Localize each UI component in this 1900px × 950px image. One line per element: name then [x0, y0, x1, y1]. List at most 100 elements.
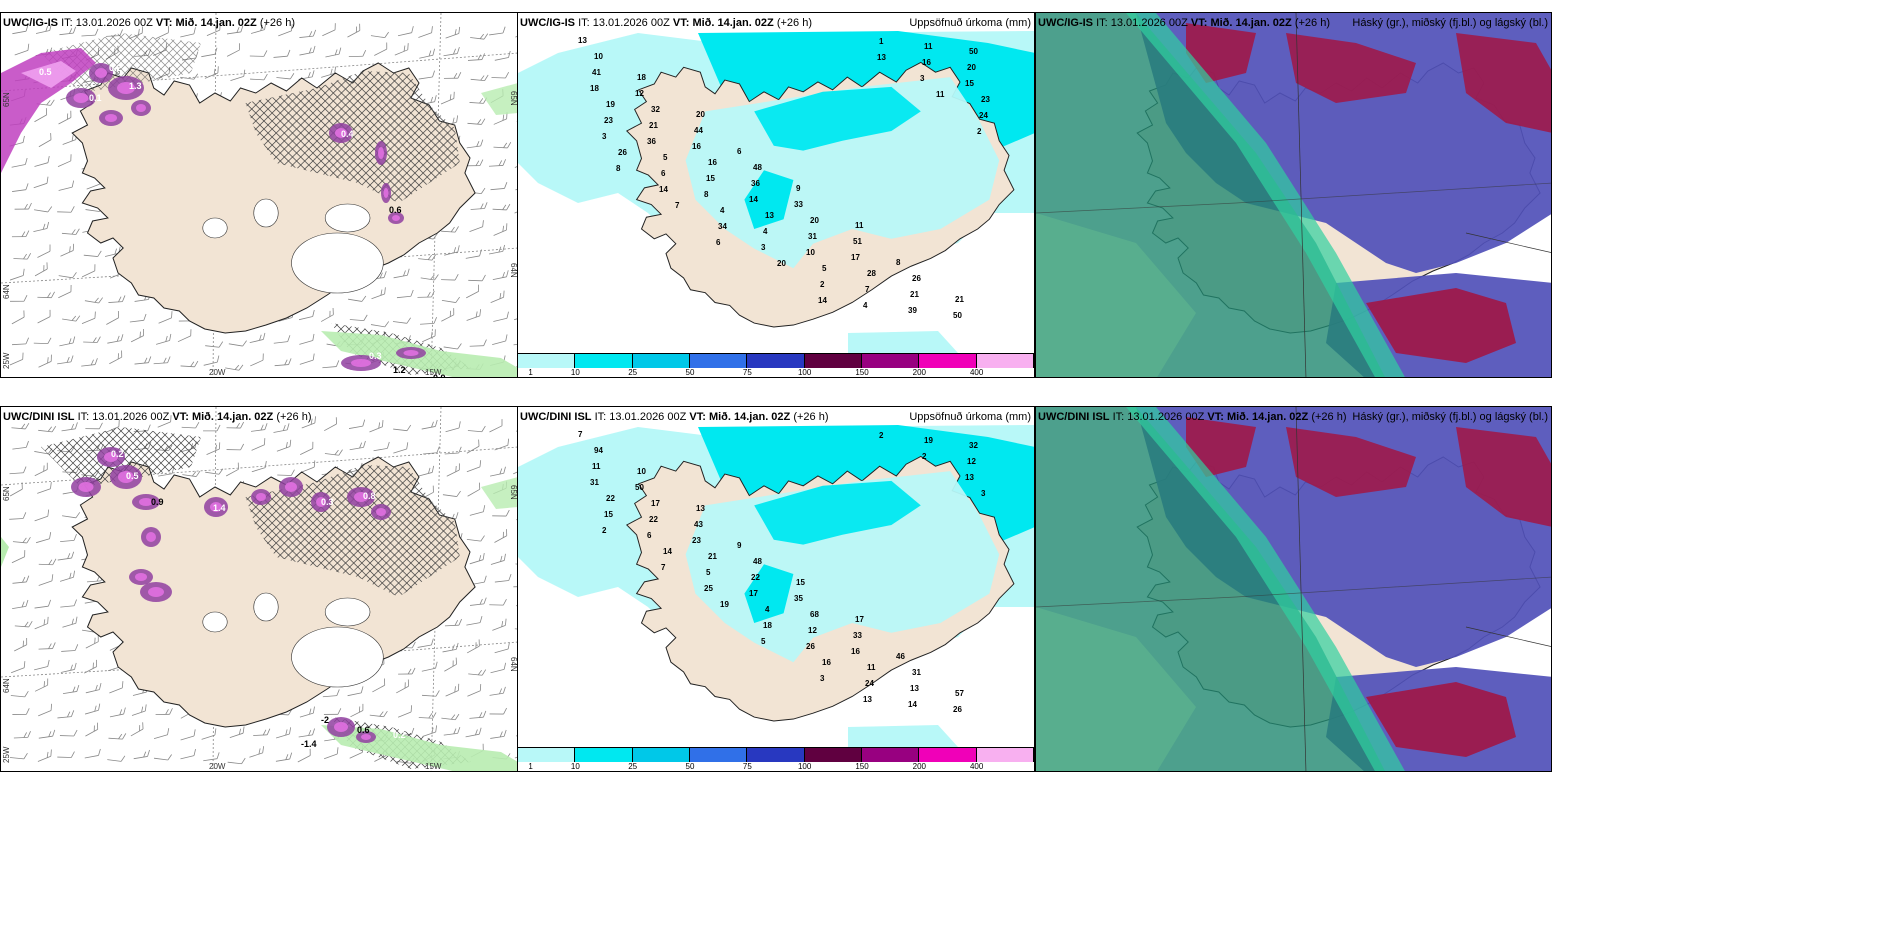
precip-value-label: 10: [594, 52, 603, 61]
colorbar-swatch: [919, 354, 977, 368]
axis-label-lon20: 20W: [209, 368, 226, 377]
precip-value-label: 21: [910, 290, 919, 299]
precip-value-label: 26: [618, 148, 627, 157]
precip-value-label: 4: [763, 227, 768, 236]
snow-value-label: 0.9: [433, 373, 446, 377]
precip-value-label: 31: [590, 478, 599, 487]
precip-value-label: 6: [661, 169, 666, 178]
snow-value-label: 0.8: [363, 491, 376, 501]
precip-value-label: 12: [635, 89, 644, 98]
precipitation-panel: 13 18 20 6 9 11 8 21 10 12 44 48 33 51 26 50 41 32 16 36 20 1…: [517, 12, 1035, 378]
cloud-map: [1036, 407, 1551, 771]
colorbar-swatch: [689, 354, 748, 368]
precip-value-label: 20: [777, 259, 786, 268]
precip-value-label: 13: [765, 211, 774, 220]
precip-value-label: 4: [720, 206, 725, 215]
precip-value-label: 4: [765, 605, 770, 614]
it-value: 13.01.2026 00Z: [609, 411, 687, 423]
precip-value-label: 19: [720, 600, 729, 609]
precip-value-label: 7: [578, 430, 583, 439]
precip-value-label: 16: [851, 647, 860, 656]
precip-value-label: 25: [704, 584, 713, 593]
precip-value-label: 43: [694, 520, 703, 529]
panel-title: Uppsöfnuð úrkoma (mm): [909, 17, 1031, 29]
colorbar-label: 100: [797, 368, 812, 377]
vt-label: VT:: [1207, 411, 1224, 423]
colorbar-swatch: [804, 354, 862, 368]
precip-value-label: 18: [763, 621, 772, 630]
precip-value-label: 13: [877, 53, 886, 62]
precip-value-label: 17: [651, 499, 660, 508]
colorbar-label: 25: [628, 762, 638, 771]
precip-value-label: 13: [965, 473, 974, 482]
precip-value-label: 10: [637, 467, 646, 476]
snow-value-label: 1.3: [129, 81, 142, 91]
snow-value-label: 0.6: [389, 205, 402, 215]
precip-value-label: 11: [867, 663, 876, 672]
axis-label-lat64-right: 64N: [509, 263, 518, 278]
precip-value-label: 3: [602, 132, 607, 141]
axis-label-lon15: 15W: [425, 762, 442, 771]
colorbar-swatch: [747, 748, 805, 762]
snow-value-label: 0.3: [321, 497, 334, 507]
it-label: IT:: [1096, 17, 1108, 29]
axis-label-lat64-right: 64N: [509, 657, 518, 672]
precip-value-label: 94: [594, 446, 603, 455]
precip-value-label: 5: [663, 153, 668, 162]
colorbar-label: 50: [685, 368, 695, 377]
precip-value-label: 14: [659, 185, 668, 194]
colorbar: 1 10 25 50 75 100 150 200 400: [518, 747, 1034, 771]
precip-value-label: 32: [651, 105, 660, 114]
axis-label-lat65-right: 65N: [509, 485, 518, 500]
wind-map: 0.2 0.5 0.9 1.4 0.3 0.8 0.4 -2 0.6 0.2 -1.4 65N 64N 2…: [1, 407, 518, 771]
precip-value-label: 10: [806, 248, 815, 257]
colorbar-swatch: [861, 354, 920, 368]
precip-value-label: 21: [649, 121, 658, 130]
vt-value: Mið. 14.jan. 02Z: [1210, 17, 1292, 29]
precip-value-label: 16: [822, 658, 831, 667]
precip-value-label: 13: [910, 684, 919, 693]
precip-value-label: 19: [924, 436, 933, 445]
snow-value-label: 0.4: [341, 129, 354, 139]
precip-value-label: 22: [649, 515, 658, 524]
colorbar-label: 150: [855, 368, 869, 377]
precip-value-label: 21: [708, 552, 717, 561]
snow-value-label: 0.2: [393, 730, 406, 740]
precip-value-label: 8: [616, 164, 621, 173]
wind-snow-panel: 0.2 0.5 0.9 1.4 0.3 0.8 0.4 -2 0.6 0.2 -1.4 65N 64N 2…: [0, 406, 518, 772]
precip-value-label: 7: [675, 201, 680, 210]
precip-value-label: 31: [912, 668, 921, 677]
panel-title: Háský (gr.), miðský (fj.bl.) og lágský (…: [1352, 411, 1548, 423]
snow-value-label: 0.4: [299, 721, 312, 731]
vt-value: Mið. 14.jan. 02Z: [191, 411, 274, 423]
precip-value-label: 50: [969, 47, 978, 56]
precip-value-label: 35: [794, 594, 803, 603]
it-value: 13.01.2026 00Z: [92, 411, 170, 423]
panel-header: UWC/DINI ISL IT: 13.01.2026 00Z VT: Mið.…: [3, 411, 312, 427]
panel-title: Uppsöfnuð úrkoma (mm): [909, 411, 1031, 423]
model-name: UWC/IG-IS: [520, 17, 575, 29]
colorbar-label: 200: [912, 368, 927, 377]
snow-value-label: 1.2: [393, 365, 406, 375]
vt-value: Mið. 14.jan. 02Z: [175, 17, 257, 29]
colorbar-swatch: [518, 354, 576, 368]
lead-time: (+26 h): [276, 411, 312, 423]
precip-value-label: 11: [936, 90, 945, 99]
colorbar-label: 200: [912, 762, 927, 771]
model-name: UWC/DINI ISL: [3, 411, 75, 423]
precip-value-label: 5: [822, 264, 827, 273]
precip-value-label: 26: [912, 274, 921, 283]
colorbar-label: 75: [742, 762, 752, 771]
precip-value-label: 14: [818, 296, 827, 305]
precip-value-label: 2: [922, 452, 927, 461]
snow-value-label: 0.2: [109, 63, 122, 73]
precip-value-label: 16: [692, 142, 701, 151]
colorbar-swatch: [575, 354, 633, 368]
precip-value-label: 6: [737, 147, 742, 156]
snow-value-label: 1.4: [213, 503, 226, 513]
cloud-panel: UWC/IG-IS IT: 13.01.2026 00Z VT: Mið. 14…: [1035, 12, 1552, 378]
vt-label: VT:: [689, 411, 706, 423]
model-name: UWC/DINI ISL: [520, 411, 592, 423]
precip-value-label: 7: [865, 285, 870, 294]
precip-value-label: 8: [896, 258, 901, 267]
